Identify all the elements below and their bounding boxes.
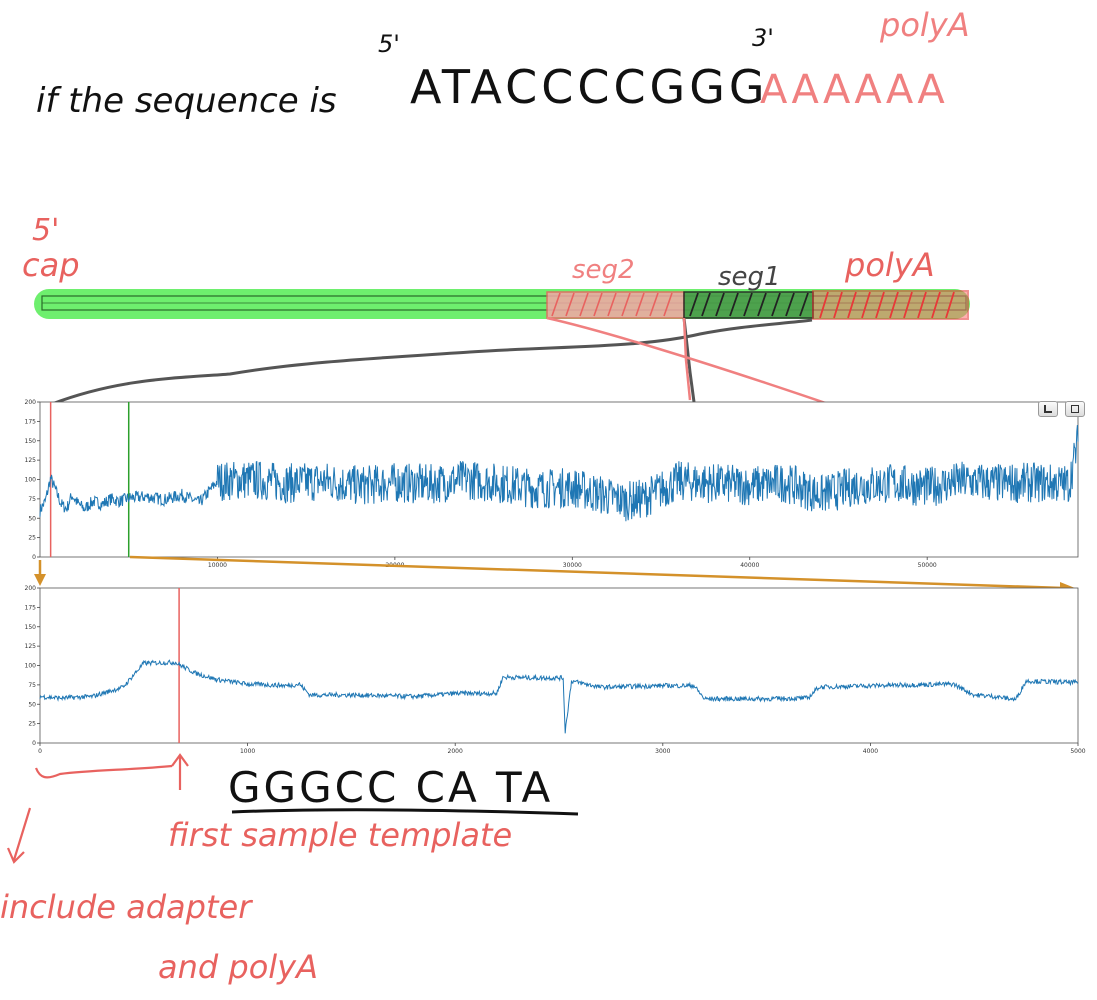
- signal-line-full: [39, 425, 1079, 522]
- y-tick-label: 100: [25, 663, 37, 670]
- include-line1: include adapter: [0, 888, 253, 926]
- five-prime-cap-line2: cap: [22, 246, 80, 284]
- connector-curve-black: [51, 318, 813, 406]
- headline-prefix: if the sequence is: [36, 81, 337, 121]
- five-prime-cap-line1: 5': [32, 213, 59, 248]
- x-tick-label: 10000: [208, 562, 227, 569]
- y-tick-label: 200: [25, 399, 37, 406]
- signal-line-zoomed: [39, 659, 1079, 734]
- x-tick-label: 1000: [240, 748, 255, 755]
- y-tick-label: 75: [28, 682, 36, 689]
- y-tick-label: 0: [32, 554, 36, 561]
- y-tick-label: 100: [25, 477, 37, 484]
- brace-squiggle: [34, 764, 173, 779]
- read-sequence-text: GGGCC CA TA: [228, 763, 553, 812]
- down-arrow-include: [6, 807, 32, 864]
- y-tick-label: 125: [25, 457, 37, 464]
- seg2-label: seg2: [572, 255, 635, 285]
- sequence-text: ATACCCCGGG: [410, 60, 769, 114]
- y-tick-label: 150: [25, 438, 37, 445]
- x-tick-label: 50000: [918, 562, 937, 569]
- three-prime-top: 3': [752, 24, 774, 52]
- x-tick-label: 2000: [448, 748, 463, 755]
- bar-chart-icon[interactable]: [1038, 401, 1058, 417]
- x-tick-label: 30000: [563, 562, 582, 569]
- include-line2: and polyA: [158, 948, 318, 986]
- x-tick-label: 5000: [1070, 748, 1085, 755]
- connector-red-down: [682, 317, 692, 401]
- read-sequence-underline: [231, 808, 579, 816]
- y-tick-label: 175: [25, 604, 37, 611]
- y-tick-label: 150: [25, 624, 37, 631]
- polya-tail-text: AAAAAA: [760, 67, 948, 113]
- five-prime-top: 5': [378, 30, 400, 58]
- y-tick-label: 25: [28, 721, 36, 728]
- seg1-region: [683, 291, 814, 319]
- y-tick-label: 200: [25, 585, 37, 592]
- y-tick-label: 175: [25, 418, 37, 425]
- first-sample-label: first sample template: [168, 816, 512, 854]
- y-tick-label: 0: [32, 740, 36, 747]
- polya-label-bar: polyA: [844, 246, 935, 284]
- x-tick-label: 3000: [655, 748, 670, 755]
- polya-region: [812, 290, 969, 320]
- zoom-arrow-left-head: [34, 574, 46, 586]
- y-tick-label: 75: [28, 496, 36, 503]
- zoomed-signal-chart: 0 25 50 75 100 125 150 175 200 0 1000 2000 3000 4000…: [25, 585, 1086, 755]
- seg2-region: [546, 291, 685, 319]
- y-tick-label: 25: [28, 535, 36, 542]
- x-tick-label: 40000: [740, 562, 759, 569]
- x-tick-label: 4000: [863, 748, 878, 755]
- polya-label-top: polyA: [879, 6, 970, 44]
- y-tick-label: 50: [28, 515, 36, 522]
- chart-frame-bottom: [39, 587, 1079, 744]
- y-tick-label: 125: [25, 643, 37, 650]
- save-icon[interactable]: [1065, 401, 1085, 417]
- up-arrow-first-sample: [171, 753, 189, 790]
- seg1-label: seg1: [718, 262, 781, 292]
- connector-red-seg2: [546, 316, 841, 410]
- y-tick-label: 50: [28, 701, 36, 708]
- zoom-arrow-right: [129, 555, 1065, 590]
- x-tick-label: 0: [38, 748, 42, 755]
